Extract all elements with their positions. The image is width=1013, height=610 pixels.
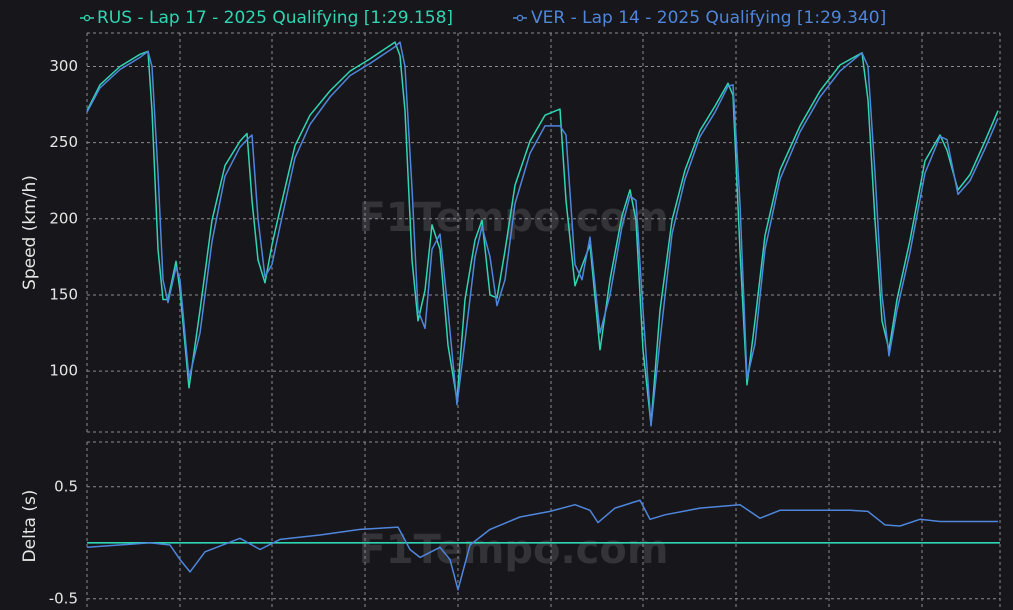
series-line [86,41,999,427]
y-tick-label: 150 [49,285,78,303]
legend-label: VER - Lap 14 - 2025 Qualifying [1:29.340… [531,8,886,28]
legend-label: RUS - Lap 17 - 2025 Qualifying [1:29.158… [97,8,453,28]
y-tick-label: 0.5 [54,477,78,495]
y-axis-label: Speed (km/h) [20,175,40,290]
legend-marker [83,14,91,22]
y-tick-label: 200 [49,209,78,227]
y-tick-label: 250 [49,133,78,151]
series-line [86,499,998,591]
series-line [86,41,999,426]
legend-marker [516,14,524,22]
y-axis-label: Delta (s) [20,490,40,563]
y-tick-label: -0.5 [49,589,78,607]
y-tick-label: 300 [49,57,78,75]
y-tick-label: 100 [49,362,78,380]
watermark: F1Tempo.com [358,527,668,573]
